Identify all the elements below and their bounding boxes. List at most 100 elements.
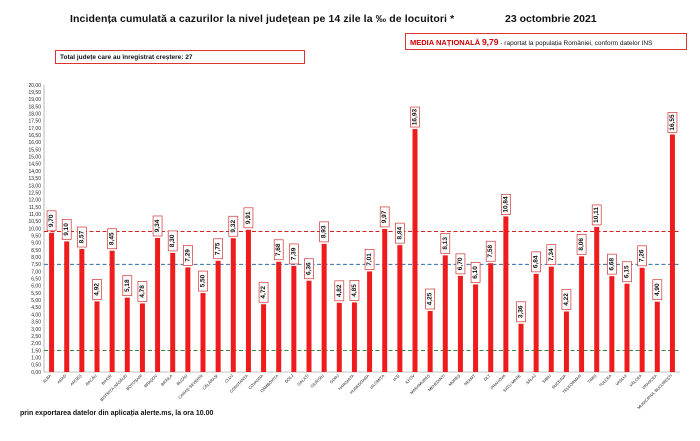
bar (109, 250, 115, 372)
category-label: BRAȘOV (143, 373, 159, 389)
bar (306, 280, 312, 372)
bar (291, 265, 297, 372)
value-label: 9,91 (245, 211, 252, 224)
y-tick-label: 3,50 (31, 320, 41, 326)
value-label: 10,11 (593, 207, 600, 223)
value-label: 7,75 (215, 242, 222, 255)
y-tick-label: 11,50 (29, 205, 41, 211)
y-tick-label: 9,50 (31, 233, 41, 239)
bar (64, 241, 70, 372)
value-label-box (425, 288, 435, 310)
value-label-box (289, 243, 299, 265)
bar (79, 249, 85, 372)
value-label: 5,18 (124, 279, 131, 292)
y-tick-label: 9,00 (31, 241, 41, 247)
value-label: 8,84 (396, 226, 403, 239)
bar (215, 260, 221, 372)
y-tick-label: 7,00 (31, 269, 41, 275)
value-label: 7,01 (366, 253, 373, 266)
category-label: IALOMIȚA (369, 373, 386, 390)
bar (200, 293, 206, 372)
value-label: 4,78 (139, 285, 146, 298)
y-tick-label: 10,50 (28, 219, 41, 225)
value-label: 7,39 (290, 247, 297, 260)
value-label: 6,15 (624, 265, 631, 278)
category-label: TULCEA (598, 373, 613, 388)
value-label: 6,36 (306, 262, 313, 275)
bar (488, 263, 494, 372)
value-label-box (667, 112, 678, 133)
value-label-box (440, 232, 451, 254)
value-label: 7,34 (548, 248, 555, 261)
value-label: 9,97 (381, 210, 388, 223)
bar (139, 303, 145, 372)
category-label: GIURGIU (309, 373, 325, 389)
y-tick-label: 14,50 (28, 162, 41, 168)
value-label-box (622, 261, 632, 283)
value-label-box (410, 106, 420, 128)
value-label: 4,90 (654, 283, 661, 296)
value-label-box (546, 244, 557, 266)
bar (261, 304, 267, 372)
y-tick-label: 5,00 (31, 298, 41, 304)
category-label: SIBIU (541, 373, 552, 384)
value-label: 7,29 (184, 249, 191, 262)
value-label: 8,06 (578, 238, 585, 251)
source-note: prin exportarea datelor din aplicația al… (20, 410, 213, 417)
bar (245, 229, 251, 372)
value-label-box (46, 210, 57, 232)
category-label: BIHOR (100, 373, 113, 386)
value-label: 6,10 (472, 266, 479, 279)
y-tick-label: 7,50 (31, 262, 41, 268)
value-label: 16,93 (412, 109, 419, 126)
bar (503, 216, 509, 372)
y-tick-label: 2,00 (31, 341, 41, 347)
value-label-box (61, 219, 72, 240)
value-label: 8,13 (442, 237, 449, 250)
y-tick-label: 6,50 (31, 277, 41, 283)
value-label: 8,57 (78, 230, 85, 243)
increase-count-value: 27 (185, 54, 193, 61)
value-label-box (652, 279, 663, 301)
y-tick-label: 10,00 (28, 226, 41, 232)
value-label-box (379, 206, 390, 228)
y-tick-label: 8,50 (31, 248, 41, 254)
value-label-box (122, 275, 133, 297)
category-label: VASLUI (614, 373, 627, 386)
bar (230, 238, 236, 372)
value-label-box (591, 204, 602, 226)
bar (533, 273, 539, 372)
value-label-box (455, 253, 466, 275)
bar (124, 297, 130, 372)
value-label-box (77, 226, 87, 248)
national-average-box: MEDIA NAȚIONALĂ 9,79 - raportat la popul… (405, 33, 687, 50)
y-tick-label: 4,50 (31, 305, 41, 311)
value-label: 10,84 (502, 196, 509, 213)
bar (351, 302, 357, 372)
category-label: GORJ (329, 373, 340, 384)
source-note-app: alerte.ms (140, 410, 172, 417)
y-tick-label: 15,00 (28, 155, 41, 161)
y-tick-label: 16,00 (28, 140, 41, 146)
value-label: 9,32 (230, 220, 237, 233)
value-label: 9,70 (48, 214, 55, 227)
y-tick-label: 19,50 (28, 90, 41, 96)
value-label-box (501, 194, 511, 215)
category-label: OLT (483, 373, 492, 382)
value-label: 16,55 (669, 114, 676, 131)
source-note-suffix: , la ora 10.00 (171, 410, 214, 417)
y-tick-label: 17,00 (28, 126, 41, 132)
y-tick-label: 1,00 (31, 355, 41, 361)
value-label-box (607, 253, 617, 275)
bar (49, 232, 55, 372)
value-label: 7,68 (275, 243, 282, 256)
value-label: 5,50 (200, 274, 207, 287)
y-tick-label: 6,00 (31, 284, 41, 290)
bar (185, 267, 191, 372)
y-tick-label: 18,50 (28, 104, 41, 110)
bar (669, 134, 675, 372)
value-label-box (228, 215, 239, 237)
y-tick-label: 0,50 (31, 363, 41, 369)
category-label: CLUJ (223, 373, 234, 384)
